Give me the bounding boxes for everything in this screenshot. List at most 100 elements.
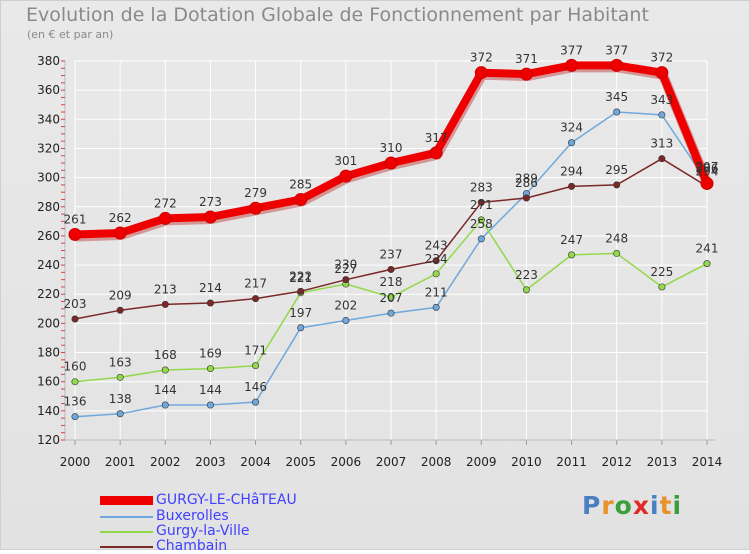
y-tick-label: 360: [37, 83, 60, 97]
data-label: 203: [64, 297, 87, 311]
x-tick-label: 2014: [692, 455, 723, 469]
legend-label: Buxerolles: [156, 508, 229, 524]
data-point: [568, 251, 576, 259]
data-label: 262: [109, 211, 132, 225]
legend-swatch: [100, 516, 153, 518]
y-tick-label: 120: [37, 433, 60, 447]
data-label: 289: [515, 172, 538, 186]
data-label: 285: [289, 177, 312, 191]
data-point: [342, 276, 350, 284]
data-label: 218: [380, 275, 403, 289]
data-label: 144: [199, 383, 222, 397]
x-tick-label: 2003: [195, 455, 226, 469]
data-label: 211: [425, 285, 448, 299]
data-point: [387, 293, 395, 301]
data-point: [71, 413, 79, 421]
data-point: [429, 146, 443, 160]
data-point: [658, 111, 666, 119]
data-label: 221: [289, 271, 312, 285]
data-label: 279: [244, 186, 267, 200]
data-point: [342, 316, 350, 324]
data-label: 213: [154, 282, 177, 296]
data-label: 377: [605, 43, 628, 57]
data-point: [432, 303, 440, 311]
data-point: [71, 315, 79, 323]
data-label: 377: [560, 43, 583, 57]
data-label: 317: [425, 131, 448, 145]
y-tick-label: 160: [37, 375, 60, 389]
data-point: [68, 227, 82, 241]
data-point: [161, 300, 169, 308]
data-label: 214: [199, 281, 222, 295]
x-tick-label: 2005: [285, 455, 316, 469]
y-tick-label: 280: [37, 200, 60, 214]
y-tick-label: 240: [37, 258, 60, 272]
data-point: [161, 401, 169, 409]
data-label: 243: [425, 239, 448, 253]
data-label: 222: [289, 269, 312, 283]
data-point: [249, 201, 263, 215]
x-tick-label: 2013: [647, 455, 678, 469]
data-point: [206, 365, 214, 373]
x-tick-label: 2000: [60, 455, 91, 469]
x-tick-label: 2004: [240, 455, 271, 469]
legend-label: GURGY-LE-CHâTEAU: [156, 492, 297, 508]
legend-swatch: [100, 531, 153, 533]
data-label: 223: [515, 268, 538, 282]
logo-letter: i: [672, 491, 683, 520]
chart-title: Evolution de la Dotation Globale de Fonc…: [26, 4, 649, 26]
data-point: [613, 249, 621, 257]
data-label: 371: [515, 52, 538, 66]
data-point: [477, 235, 485, 243]
data-label: 343: [650, 93, 673, 107]
data-point: [206, 401, 214, 409]
data-label: 271: [470, 198, 493, 212]
data-point: [658, 155, 666, 163]
data-label: 297: [696, 160, 719, 174]
data-point: [116, 306, 124, 314]
data-point: [203, 210, 217, 224]
data-point: [519, 67, 533, 81]
logo-letter: x: [632, 491, 650, 520]
data-label: 136: [64, 395, 87, 409]
data-label: 237: [380, 247, 403, 261]
data-point: [294, 192, 308, 206]
data-point: [565, 58, 579, 72]
data-point: [384, 156, 398, 170]
data-point: [252, 398, 260, 406]
y-tick-label: 260: [37, 229, 60, 243]
data-label: 247: [560, 233, 583, 247]
data-label: 160: [64, 360, 87, 374]
data-label: 258: [470, 217, 493, 231]
x-tick-label: 2002: [150, 455, 181, 469]
data-label: 230: [334, 258, 357, 272]
data-label: 294: [560, 164, 583, 178]
proxiti-logo: Proxiti: [582, 491, 682, 520]
data-label: 372: [470, 51, 493, 65]
data-point: [522, 194, 530, 202]
y-tick-label: 320: [37, 141, 60, 155]
data-point: [387, 309, 395, 317]
y-tick-label: 340: [37, 112, 60, 126]
data-label: 324: [560, 121, 583, 135]
data-point: [116, 410, 124, 418]
data-point: [113, 226, 127, 240]
logo-letter: o: [614, 491, 633, 520]
data-label: 225: [650, 265, 673, 279]
data-point: [613, 181, 621, 189]
data-label: 345: [605, 90, 628, 104]
y-tick-label: 380: [37, 54, 60, 68]
data-point: [158, 211, 172, 225]
x-tick-label: 2011: [556, 455, 587, 469]
x-tick-label: 2012: [601, 455, 632, 469]
data-label: 313: [650, 137, 673, 151]
chart-subtitle: (en € et par an): [27, 28, 114, 41]
logo-letter: P: [582, 491, 602, 520]
data-point: [252, 362, 260, 370]
data-label: 234: [425, 252, 448, 266]
x-tick-label: 2001: [105, 455, 136, 469]
data-label: 286: [515, 176, 538, 190]
data-label: 296: [696, 161, 719, 175]
